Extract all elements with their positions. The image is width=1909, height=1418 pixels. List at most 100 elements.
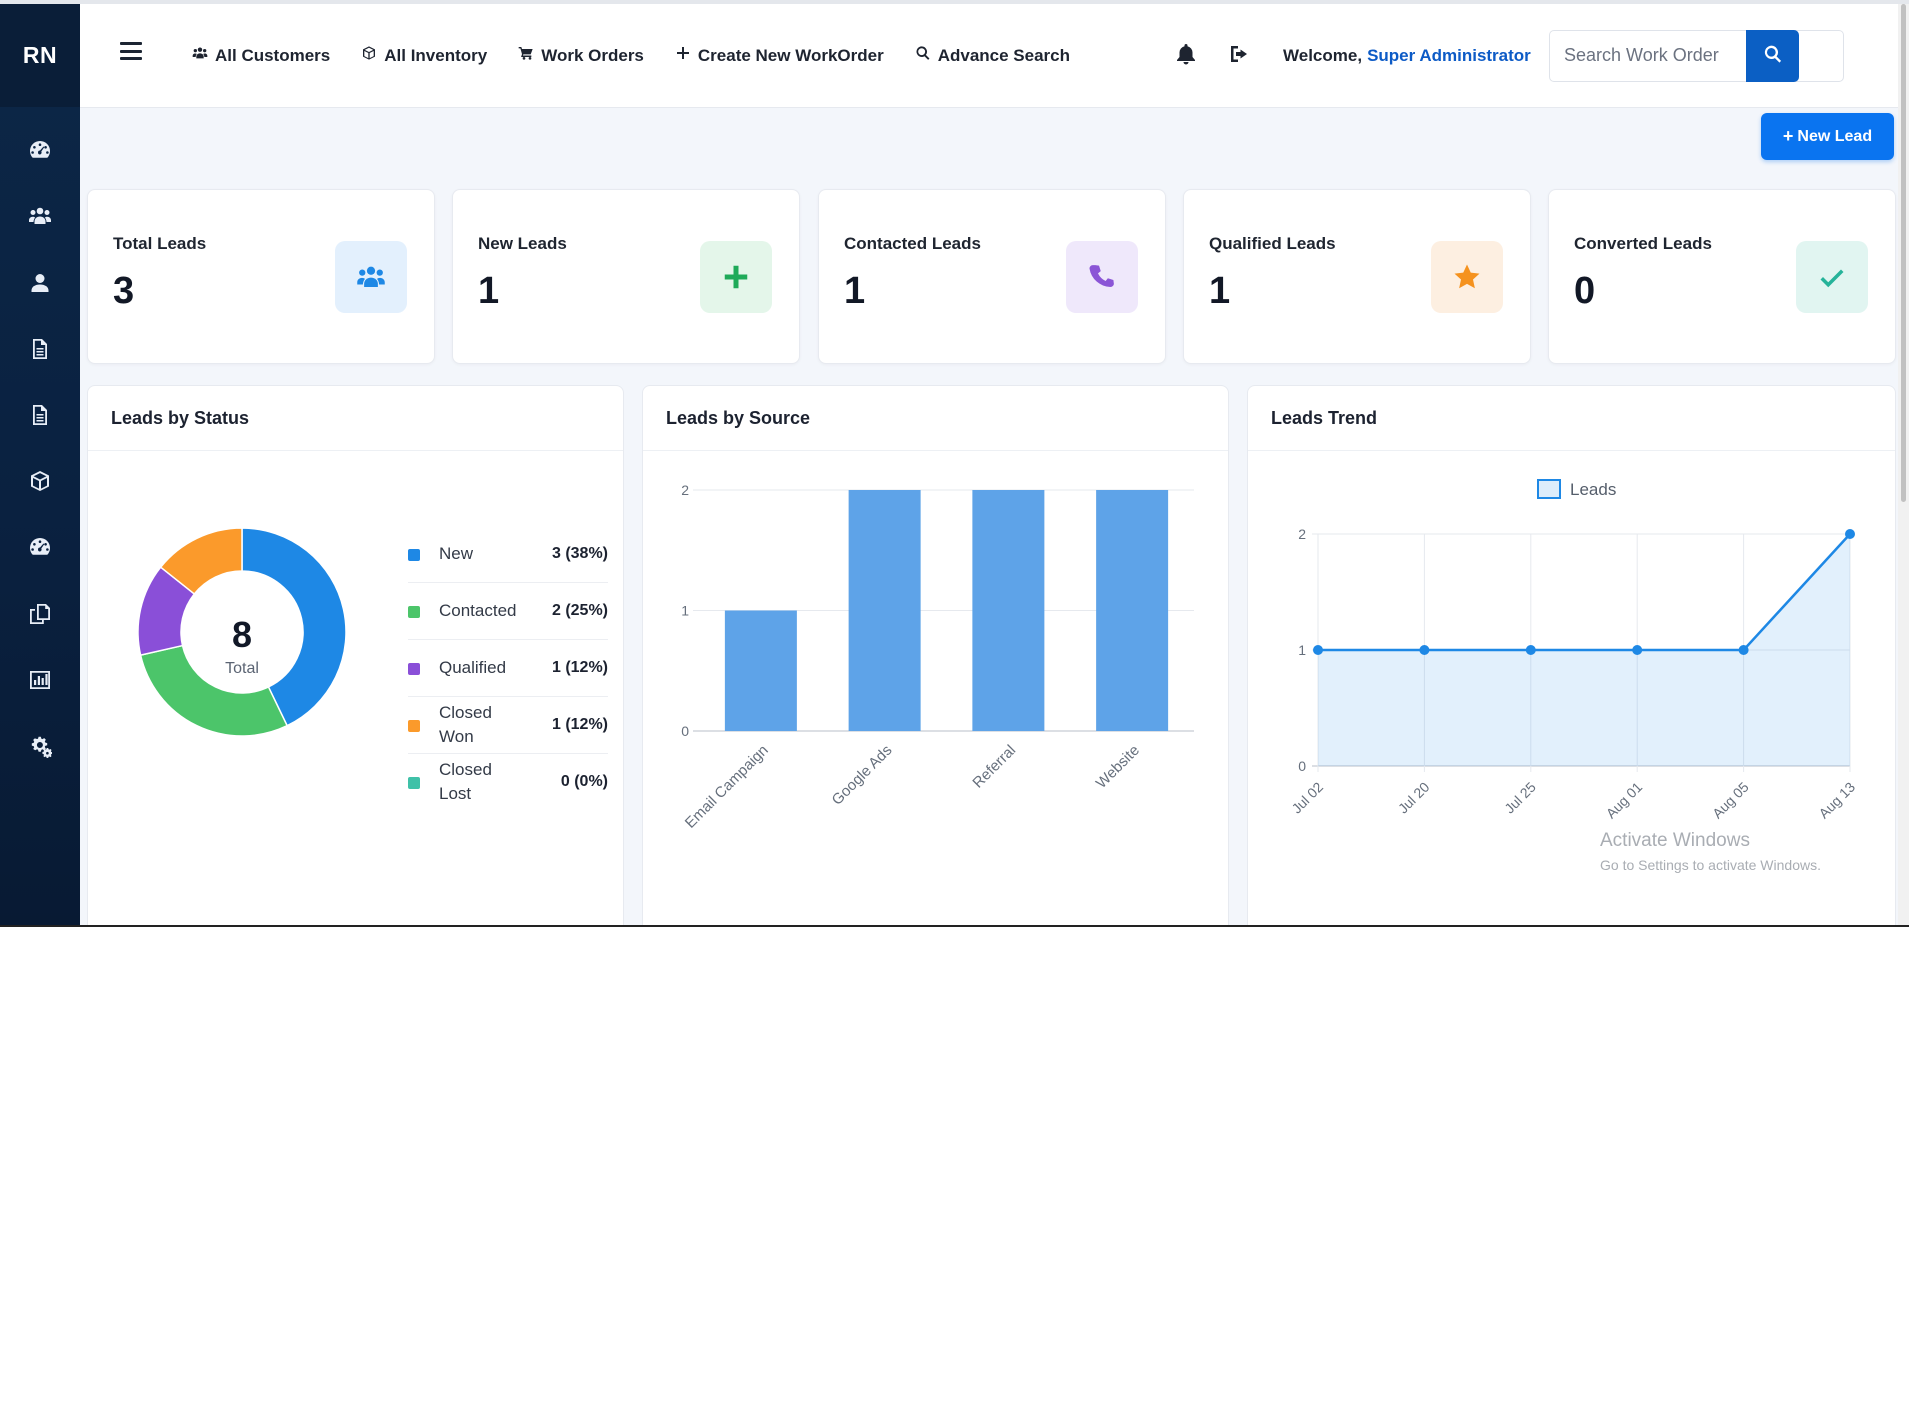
nav-advance-search-label: Advance Search	[937, 45, 1070, 65]
panel-leads-by-source: Leads by Source 0 1 2 Email Campaign Google …	[642, 385, 1229, 927]
stat-label: New Leads	[478, 234, 567, 253]
stat-label: Total Leads	[113, 234, 207, 253]
leads-data-point[interactable]	[1845, 529, 1855, 539]
stat-card-new-leads: New Leads 1	[452, 189, 800, 364]
user-icon	[28, 271, 52, 300]
legend-label: Leads	[1570, 480, 1616, 499]
logout-button[interactable]	[1228, 42, 1252, 66]
bar-chart: 0 1 2 Email Campaign Google Ads Referral Websi…	[681, 482, 1194, 832]
leads-data-point[interactable]	[1632, 645, 1643, 655]
y-tick-label: 2	[1298, 526, 1306, 542]
users-icon	[28, 204, 52, 233]
sidebar-item-dashboard[interactable]	[0, 126, 80, 178]
new-lead-button[interactable]: + New Lead	[1761, 113, 1894, 160]
user-name-link[interactable]: Super Administrator	[1367, 45, 1531, 65]
brand-logo[interactable]: RN	[0, 4, 80, 107]
bar-website[interactable]	[1096, 490, 1169, 731]
bar-email-campaign[interactable]	[724, 610, 797, 732]
nav-all-customers-label: All Customers	[215, 45, 331, 65]
sidebar-item-customers[interactable]	[0, 192, 80, 244]
bar-chart-icon	[28, 668, 52, 697]
legend-swatch	[408, 663, 420, 675]
nav-work-orders-label: Work Orders	[541, 45, 644, 65]
stat-card-total-leads: Total Leads 3	[87, 189, 435, 364]
sidebar-item-statistics[interactable]	[0, 656, 80, 708]
leads-data-point[interactable]	[1419, 645, 1430, 655]
stat-value: 1	[478, 270, 500, 312]
x-tick-label: Referral	[969, 742, 1019, 792]
users-icon	[335, 241, 407, 313]
check-icon	[1796, 241, 1868, 313]
copy-icon	[28, 602, 52, 631]
nav-advance-search[interactable]: Advance Search	[915, 45, 1070, 66]
donut-chart: 8 Total	[137, 527, 347, 737]
top-header: All Customers All Inventory Work Orders …	[80, 4, 1909, 108]
stat-card-converted-leads: Converted Leads 0	[1548, 189, 1896, 364]
legend-label: Contacted	[439, 601, 517, 620]
leads-data-point[interactable]	[1525, 645, 1536, 655]
sidebar-item-profile[interactable]	[0, 259, 80, 311]
donut-slice-new[interactable]	[241, 527, 347, 727]
bar-google-ads[interactable]	[848, 490, 921, 731]
window-bottom-edge	[0, 925, 1909, 927]
legend-swatch	[408, 720, 420, 732]
panel-divider	[88, 450, 623, 451]
sidebar-item-inventory[interactable]	[0, 457, 80, 509]
hamburger-icon	[120, 42, 142, 45]
leads-data-point[interactable]	[1738, 645, 1749, 655]
legend-value: 3 (38%)	[551, 545, 608, 562]
cube-icon	[28, 469, 52, 498]
sidebar-item-copies[interactable]	[0, 590, 80, 642]
stat-value: 1	[844, 270, 866, 312]
panel-leads-trend: Leads Trend 0 1 2 Jul 02 Jul 20 Jul 25 Aug 01 A…	[1247, 385, 1896, 927]
legend-item: Contacted 2 (25%)	[408, 583, 608, 640]
page-scrollbar[interactable]	[1898, 4, 1909, 927]
status-legend: New 3 (38%) Contacted 2 (25%) Qualified …	[408, 526, 608, 810]
hamburger-icon-bar	[120, 57, 142, 60]
donut-total-label: Total	[225, 660, 259, 677]
legend-swatch	[408, 777, 420, 789]
stat-value: 0	[1574, 270, 1596, 312]
leads-data-point[interactable]	[1313, 645, 1323, 655]
phone-icon	[1066, 241, 1138, 313]
sidebar-item-documents[interactable]	[0, 325, 80, 377]
legend-value: 0 (0%)	[560, 773, 608, 790]
users-icon	[192, 45, 215, 66]
menu-toggle-button[interactable]	[120, 42, 142, 60]
welcome-text: Welcome, Super Administrator	[1283, 4, 1531, 107]
cube-icon	[361, 45, 384, 66]
stat-label: Contacted Leads	[844, 234, 981, 253]
panel-leads-by-status: Leads by Status 8 Total New 3 (38%) Cont…	[87, 385, 624, 927]
notifications-button[interactable]	[1174, 42, 1198, 66]
stat-card-qualified-leads: Qualified Leads 1	[1183, 189, 1531, 364]
panel-title: Leads by Source	[666, 408, 811, 428]
legend-item: New 3 (38%)	[408, 526, 608, 583]
legend-label: Qualified	[439, 658, 507, 677]
nav-create-workorder[interactable]: Create New WorkOrder	[675, 45, 884, 66]
window-top-border	[0, 0, 1909, 4]
line-chart: 0 1 2 Jul 02 Jul 20 Jul 25 Aug 01 Aug 05 Aug 13 L…	[1288, 479, 1858, 822]
x-tick-label: Aug 13	[1815, 779, 1858, 822]
star-icon	[1431, 241, 1503, 313]
nav-all-inventory[interactable]: All Inventory	[361, 45, 487, 66]
search-icon	[1763, 44, 1783, 69]
donut-slice-closed-won[interactable]	[159, 527, 243, 596]
dashboard-icon	[28, 138, 52, 167]
document-icon	[28, 403, 52, 432]
activate-windows-title: Activate Windows	[1600, 830, 1750, 851]
bar-referral[interactable]	[972, 490, 1045, 731]
sidebar-item-reports[interactable]	[0, 391, 80, 443]
legend-swatch	[408, 606, 420, 618]
search-button[interactable]	[1746, 30, 1799, 82]
plus-icon	[700, 241, 772, 313]
stat-label: Qualified Leads	[1209, 234, 1336, 253]
app-window: RN	[0, 0, 1909, 927]
x-tick-label: Email Campaign	[682, 742, 772, 832]
scrollbar-thumb[interactable]	[1901, 4, 1906, 502]
donut-slice-contacted[interactable]	[139, 644, 289, 737]
nav-all-customers[interactable]: All Customers	[192, 45, 330, 66]
nav-work-orders[interactable]: Work Orders	[518, 45, 644, 66]
sidebar-item-analytics[interactable]	[0, 523, 80, 575]
welcome-prefix: Welcome,	[1283, 45, 1363, 65]
sidebar-item-settings[interactable]	[0, 722, 80, 774]
